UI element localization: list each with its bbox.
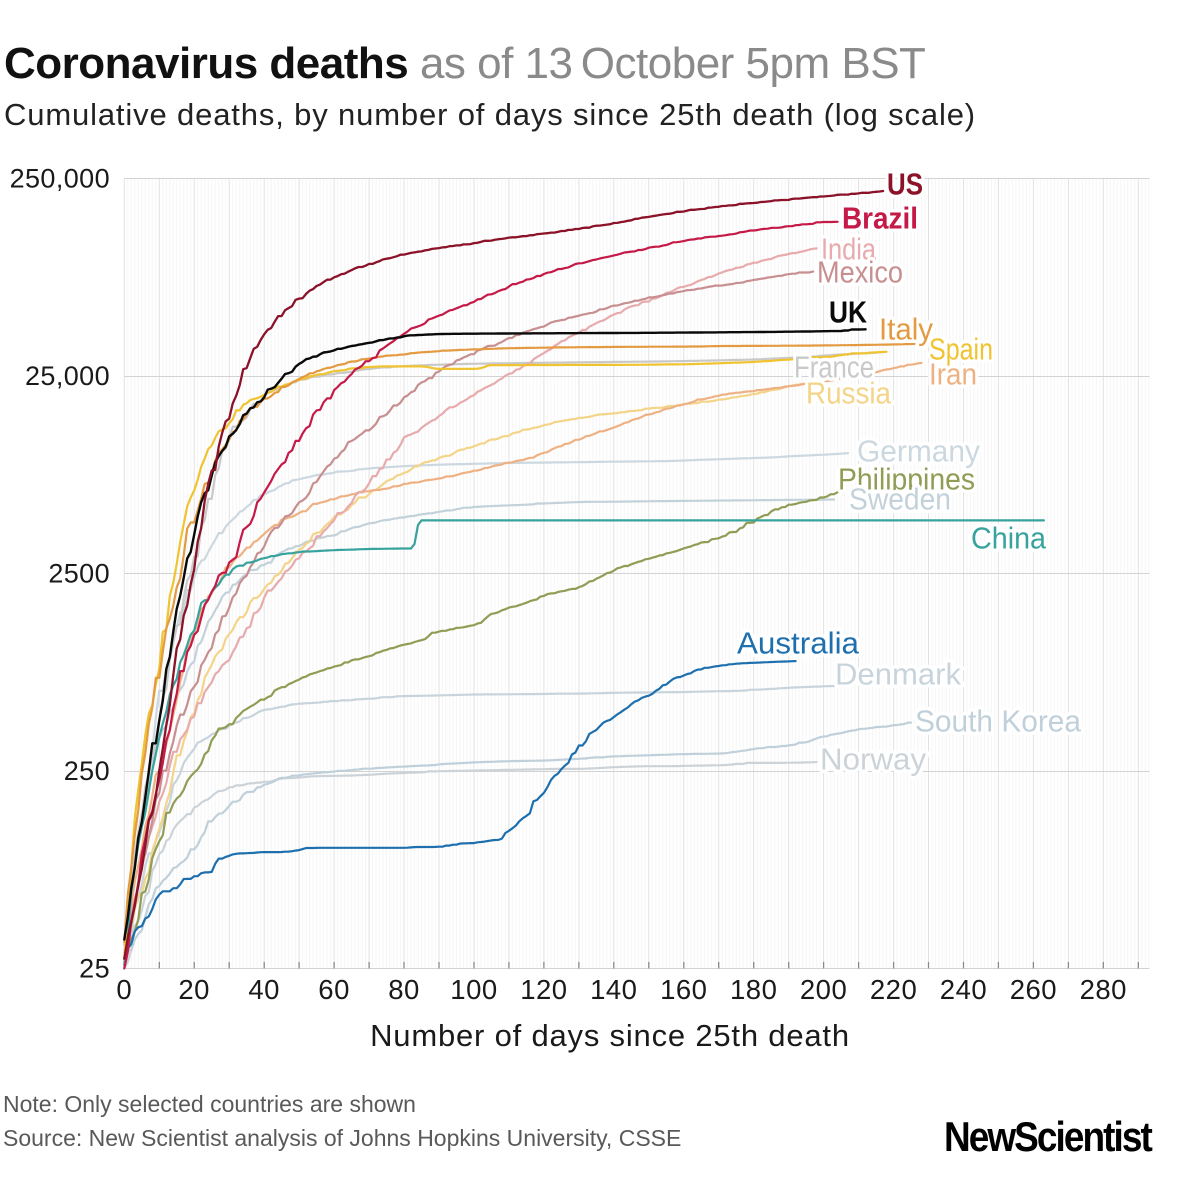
svg-text:180: 180 (730, 974, 777, 1005)
svg-text:280: 280 (1080, 974, 1127, 1005)
svg-text:Denmark: Denmark (835, 657, 961, 692)
svg-text:Russia: Russia (806, 376, 892, 411)
svg-text:France: France (794, 350, 874, 385)
svg-text:25: 25 (79, 953, 110, 983)
svg-text:US: US (887, 167, 923, 202)
svg-text:2500: 2500 (48, 558, 110, 588)
svg-text:South Korea: South Korea (915, 704, 1082, 739)
svg-text:100: 100 (450, 974, 497, 1005)
svg-text:220: 220 (870, 974, 917, 1005)
svg-text:Australia: Australia (737, 626, 860, 661)
svg-text:Norway: Norway (820, 742, 926, 777)
svg-text:Italy: Italy (879, 312, 933, 347)
svg-text:40: 40 (248, 974, 280, 1005)
svg-text:Spain: Spain (929, 332, 993, 367)
svg-text:160: 160 (660, 974, 707, 1005)
svg-text:25,000: 25,000 (25, 361, 110, 391)
svg-text:Germany: Germany (857, 434, 980, 469)
svg-text:China: China (971, 521, 1047, 556)
svg-text:120: 120 (520, 974, 567, 1005)
svg-text:India: India (821, 232, 877, 267)
svg-text:Mexico: Mexico (817, 255, 903, 290)
svg-text:140: 140 (590, 974, 637, 1005)
svg-text:UK: UK (829, 295, 868, 330)
svg-text:Philippines: Philippines (838, 462, 975, 497)
svg-text:250,000: 250,000 (10, 163, 110, 193)
svg-text:Iran: Iran (929, 357, 977, 392)
svg-text:80: 80 (388, 974, 420, 1005)
svg-text:240: 240 (940, 974, 987, 1005)
svg-text:0: 0 (116, 974, 132, 1005)
svg-text:260: 260 (1010, 974, 1057, 1005)
svg-text:Sweden: Sweden (849, 482, 951, 517)
svg-text:250: 250 (64, 756, 110, 786)
svg-text:200: 200 (800, 974, 847, 1005)
svg-text:20: 20 (178, 974, 210, 1005)
svg-text:60: 60 (318, 974, 350, 1005)
svg-text:Brazil: Brazil (842, 201, 918, 236)
svg-text:Number of days since 25th deat: Number of days since 25th death (370, 1018, 850, 1053)
